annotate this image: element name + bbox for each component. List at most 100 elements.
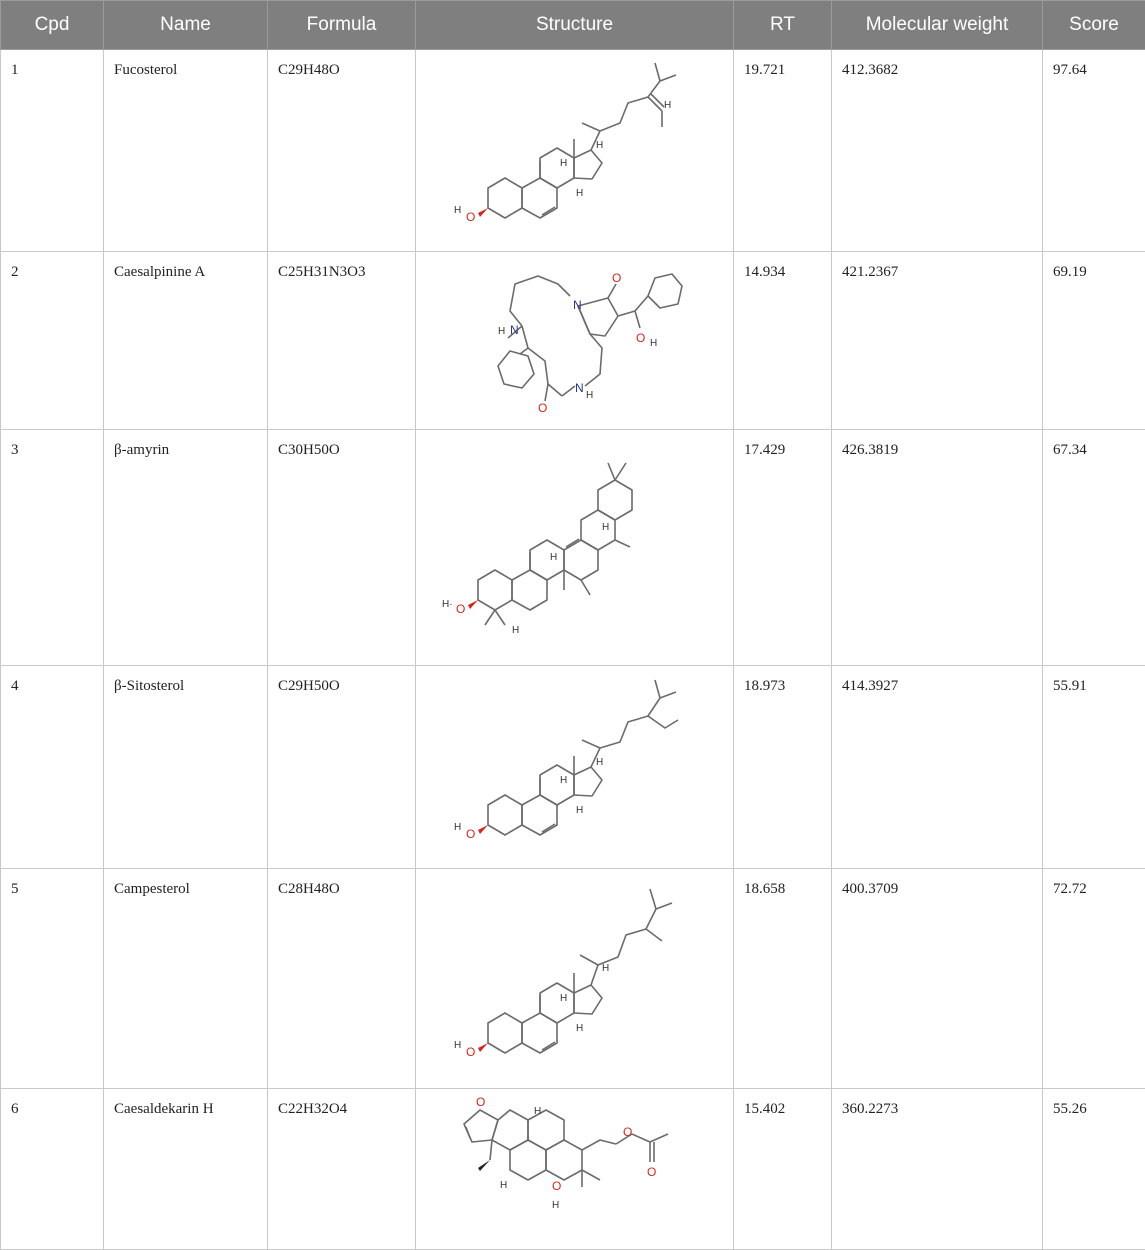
table-row: 2 Caesalpinine A C25H31N3O3 [1, 252, 1145, 430]
cell-name: β-Sitosterol [104, 666, 268, 869]
svg-text:H: H [650, 338, 657, 349]
cell-rt: 14.934 [734, 252, 832, 430]
header-molecular-weight: Molecular weight [832, 1, 1043, 50]
cell-structure: O H H H H H [416, 50, 734, 252]
caesaldekarin-h-structure-icon: O O O O H H H [440, 1092, 710, 1247]
cell-cpd: 6 [1, 1089, 104, 1250]
cell-score: 72.72 [1043, 869, 1145, 1089]
header-structure: Structure [416, 1, 734, 50]
svg-text:O: O [466, 1045, 475, 1059]
svg-text:H: H [552, 1200, 559, 1211]
svg-text:O: O [612, 271, 621, 285]
svg-text:O: O [466, 210, 475, 224]
cell-formula: C30H50O [268, 430, 416, 666]
svg-text:O: O [466, 827, 475, 841]
cell-structure: O O O O H H H [416, 1089, 734, 1250]
cell-rt: 18.658 [734, 869, 832, 1089]
svg-text:O: O [456, 602, 465, 616]
cell-formula: C29H48O [268, 50, 416, 252]
beta-amyrin-structure-icon: O H· H H H [440, 435, 710, 660]
svg-text:H: H [512, 625, 519, 636]
caesalpinine-a-structure-icon: N H N O O H N H O [450, 256, 700, 426]
cell-molecular-weight: 412.3682 [832, 50, 1043, 252]
cell-rt: 18.973 [734, 666, 832, 869]
cell-structure: O H H H H [416, 666, 734, 869]
cell-rt: 15.402 [734, 1089, 832, 1250]
svg-text:O: O [647, 1165, 656, 1179]
svg-text:H: H [664, 100, 671, 111]
cell-cpd: 4 [1, 666, 104, 869]
svg-text:O: O [552, 1179, 561, 1193]
cell-name: Caesalpinine A [104, 252, 268, 430]
header-cpd: Cpd [1, 1, 104, 50]
table-row: 5 Campesterol C28H48O [1, 869, 1145, 1089]
cell-score: 69.19 [1043, 252, 1145, 430]
svg-text:O: O [538, 401, 547, 415]
header-name: Name [104, 1, 268, 50]
svg-text:H: H [560, 158, 567, 169]
table-row: 3 β-amyrin C30H50O [1, 430, 1145, 666]
svg-text:H: H [560, 993, 567, 1004]
cell-formula: C22H32O4 [268, 1089, 416, 1250]
cell-name: Caesaldekarin H [104, 1089, 268, 1250]
cell-formula: C29H50O [268, 666, 416, 869]
svg-text:H: H [596, 140, 603, 151]
svg-text:H: H [602, 522, 609, 533]
cell-score: 67.34 [1043, 430, 1145, 666]
svg-text:H·: H· [442, 599, 453, 610]
cell-molecular-weight: 421.2367 [832, 252, 1043, 430]
svg-text:H: H [602, 963, 609, 974]
cell-cpd: 2 [1, 252, 104, 430]
cell-score: 55.26 [1043, 1089, 1145, 1250]
beta-sitosterol-structure-icon: O H H H H [450, 670, 700, 865]
table-row: 4 β-Sitosterol C29H50O [1, 666, 1145, 869]
header-rt: RT [734, 1, 832, 50]
header-formula: Formula [268, 1, 416, 50]
cell-cpd: 1 [1, 50, 104, 252]
svg-text:H: H [596, 757, 603, 768]
svg-text:O: O [636, 331, 645, 345]
svg-text:H: H [454, 1040, 461, 1051]
svg-text:H: H [576, 1023, 583, 1034]
svg-text:N: N [573, 298, 582, 312]
cell-structure: O H· H H H [416, 430, 734, 666]
table-header-row: Cpd Name Formula Structure RT Molecular … [1, 1, 1145, 50]
cell-rt: 17.429 [734, 430, 832, 666]
cell-molecular-weight: 426.3819 [832, 430, 1043, 666]
svg-text:H: H [454, 822, 461, 833]
svg-text:H: H [500, 1180, 507, 1191]
table-row: 1 Fucosterol C29H48O [1, 50, 1145, 252]
svg-text:H: H [454, 205, 461, 216]
cell-name: Fucosterol [104, 50, 268, 252]
cell-structure: O H H H H [416, 869, 734, 1089]
cell-score: 97.64 [1043, 50, 1145, 252]
cell-molecular-weight: 360.2273 [832, 1089, 1043, 1250]
svg-text:H: H [534, 1106, 541, 1117]
svg-text:O: O [476, 1095, 485, 1109]
table-row: 6 Caesaldekarin H C22H32O4 [1, 1089, 1145, 1250]
cell-cpd: 5 [1, 869, 104, 1089]
cell-molecular-weight: 414.3927 [832, 666, 1043, 869]
svg-text:H: H [550, 552, 557, 563]
cell-structure: N H N O O H N H O [416, 252, 734, 430]
campesterol-structure-icon: O H H H H [450, 873, 700, 1085]
svg-text:H: H [576, 188, 583, 199]
svg-text:H: H [576, 805, 583, 816]
svg-text:H: H [498, 326, 505, 337]
cell-name: β-amyrin [104, 430, 268, 666]
cell-rt: 19.721 [734, 50, 832, 252]
svg-text:O: O [623, 1125, 632, 1139]
svg-text:H: H [586, 390, 593, 401]
cell-molecular-weight: 400.3709 [832, 869, 1043, 1089]
header-score: Score [1043, 1, 1145, 50]
cell-score: 55.91 [1043, 666, 1145, 869]
cell-formula: C25H31N3O3 [268, 252, 416, 430]
cell-name: Campesterol [104, 869, 268, 1089]
fucosterol-structure-icon: O H H H H H [450, 53, 700, 248]
cell-cpd: 3 [1, 430, 104, 666]
svg-text:H: H [560, 775, 567, 786]
cell-formula: C28H48O [268, 869, 416, 1089]
svg-text:N: N [575, 381, 584, 395]
svg-text:N: N [510, 323, 519, 337]
